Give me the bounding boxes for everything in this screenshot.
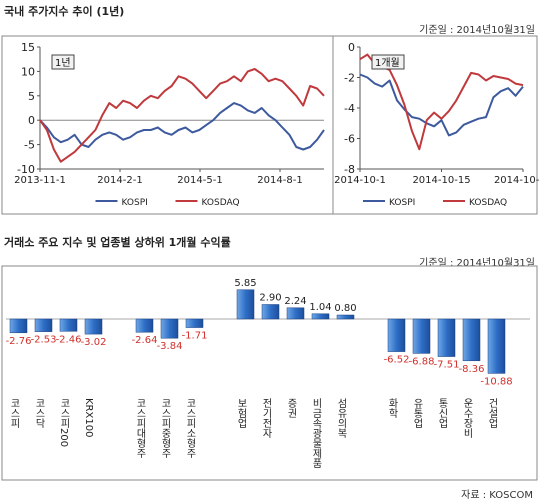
bar-14 xyxy=(437,318,456,357)
y-tick-label: 5 xyxy=(28,90,35,103)
bar-value-label: 0.80 xyxy=(334,303,356,314)
x-tick-label: 2014-2-1 xyxy=(97,175,142,186)
y-tick-label: -4 xyxy=(344,102,355,115)
bar-value-label: 2.90 xyxy=(259,293,281,304)
bar-value-label: 5.85 xyxy=(234,278,256,289)
period-tag-box xyxy=(371,54,405,70)
bar-6 xyxy=(185,318,204,328)
trend-base-date: 기준일 : 2014년10월31일 xyxy=(419,25,535,36)
category-label: 증권 xyxy=(285,398,297,418)
bar-value-label: -2.64 xyxy=(132,335,158,346)
y-tick-label: -8 xyxy=(344,163,355,176)
bar-value-label: 1.04 xyxy=(309,302,331,313)
period-tag-label: 1개월 xyxy=(375,57,400,69)
y-tick-label: 0 xyxy=(28,114,35,127)
bar-value-label: -7.51 xyxy=(434,360,460,371)
series-line-kospi xyxy=(39,102,325,151)
bar-value-label: -6.88 xyxy=(409,356,435,367)
bar-12 xyxy=(387,318,406,352)
bar-13 xyxy=(412,318,431,354)
bar-value-label: -10.88 xyxy=(480,376,512,387)
bar-8 xyxy=(261,304,280,320)
y-tick-label: -5 xyxy=(24,139,35,152)
x-tick-label: 2013-11-1 xyxy=(14,175,66,186)
bar-value-label: -8.36 xyxy=(459,364,485,375)
period-tag: 1년 xyxy=(51,54,75,70)
bar-value-label: -3.02 xyxy=(81,337,107,348)
returns-section-title: 거래소 주요 지수 및 업종별 상하위 1개월 수익률 xyxy=(4,236,231,249)
bar-2 xyxy=(59,318,78,332)
category-label: 건설업 xyxy=(486,398,498,428)
x-tick-label: 2014-10-1 xyxy=(334,175,386,186)
bar-value-label: -2.53 xyxy=(31,335,57,346)
category-label: 코스피대형주 xyxy=(134,398,146,459)
y-tick-label: 10 xyxy=(21,65,35,78)
x-tick-label: 2014-10-15 xyxy=(412,175,470,186)
period-tag-label: 1년 xyxy=(55,57,71,69)
x-tick-label: 2014-5-1 xyxy=(177,175,222,186)
category-label: 비금속광물제품 xyxy=(310,398,322,468)
bar-4 xyxy=(135,318,154,333)
series-line-kospi xyxy=(359,73,524,137)
category-label: 통신업 xyxy=(436,398,448,428)
y-tick-label: -10 xyxy=(17,163,35,176)
trend-section-title: 국내 주가지수 추이 (1년) xyxy=(4,5,125,18)
category-label: 코스피소형주 xyxy=(184,398,196,459)
category-label: 보험업 xyxy=(235,398,247,428)
bar-value-label: 2.24 xyxy=(284,296,306,307)
returns-base-date: 기준일 : 2014년10월31일 xyxy=(419,258,535,269)
bar-value-label: -6.52 xyxy=(384,355,410,366)
category-label: 섬유의복 xyxy=(335,398,347,439)
x-tick-label: 2014-10-29 xyxy=(494,175,539,186)
legend-label-kospi: KOSPI xyxy=(122,198,148,208)
y-tick-label: 0 xyxy=(348,41,355,54)
category-label: 코스닥 xyxy=(33,398,45,429)
y-tick-label: -6 xyxy=(344,133,355,146)
bar-10 xyxy=(311,313,330,320)
category-label: 코스피 xyxy=(8,398,20,429)
legend-label-kosdaq: KOSDAQ xyxy=(202,198,240,208)
bar-11 xyxy=(336,314,355,320)
category-label: 전기전자 xyxy=(260,398,272,439)
category-label: 코스피200 xyxy=(58,398,70,447)
source-note: 자료 : KOSCOM xyxy=(461,490,533,501)
category-label: KRX100 xyxy=(83,398,94,437)
legend-label-kosdaq: KOSDAQ xyxy=(469,198,507,208)
bar-value-label: -3.84 xyxy=(157,341,183,352)
series-line-kosdaq xyxy=(39,68,325,163)
bar-7 xyxy=(236,289,255,320)
bar-9 xyxy=(286,307,305,320)
bar-16 xyxy=(487,318,506,374)
returns-panel xyxy=(1,265,538,481)
bar-15 xyxy=(462,318,481,362)
period-tag-box xyxy=(51,54,75,70)
category-label: 코스피중형주 xyxy=(159,398,171,459)
bar-1 xyxy=(34,318,53,332)
bar-value-label: -2.76 xyxy=(6,336,32,347)
y-tick-label: 15 xyxy=(21,41,35,54)
category-label: 화학 xyxy=(386,398,398,419)
x-tick-label: 2014-8-1 xyxy=(257,175,302,186)
y-tick-label: -2 xyxy=(344,72,355,85)
bar-3 xyxy=(84,318,103,335)
bar-0 xyxy=(9,318,28,334)
category-label: 운수장비 xyxy=(461,398,473,439)
bar-value-label: -2.46 xyxy=(56,334,82,345)
legend-label-kospi: KOSPI xyxy=(389,198,415,208)
bar-value-label: -1.71 xyxy=(182,331,208,342)
bar-5 xyxy=(160,318,179,339)
category-label: 유통업 xyxy=(411,398,423,428)
period-tag: 1개월 xyxy=(371,54,405,70)
